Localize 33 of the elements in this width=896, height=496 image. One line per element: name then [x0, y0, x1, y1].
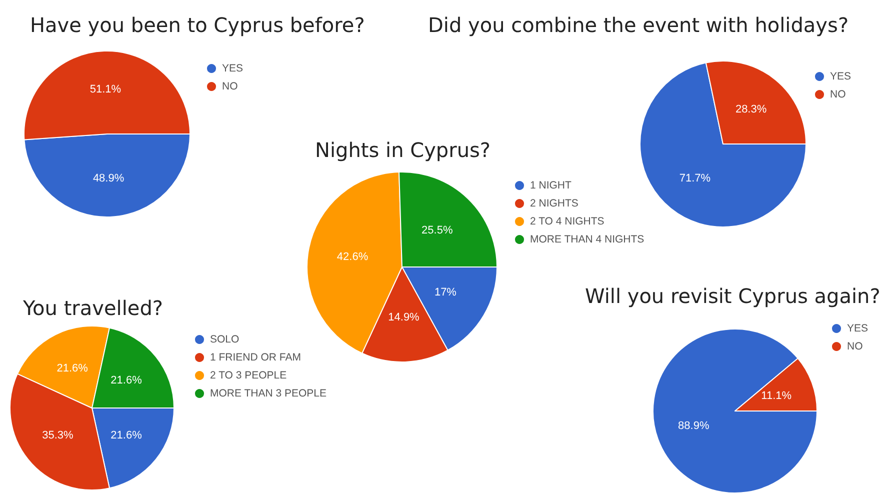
data-label: 35.3%: [42, 430, 74, 442]
data-label: 51.1%: [90, 84, 122, 96]
data-label: 11.1%: [761, 390, 792, 402]
legend-label: 1 FRIEND OR FAM: [210, 352, 302, 364]
chart-title: Did you combine the event with holidays?: [428, 13, 849, 37]
chart-title: Will you revisit Cyprus again?: [585, 284, 880, 308]
data-label: 14.9%: [388, 311, 420, 324]
legend-label: NO: [830, 88, 846, 100]
legend-label: 1 NIGHT: [530, 180, 572, 192]
legend-label: NO: [847, 340, 863, 352]
data-label: 17%: [434, 286, 457, 299]
data-label: 28.3%: [735, 103, 767, 116]
data-label: 21.6%: [110, 374, 142, 386]
legend-label: 2 TO 3 PEOPLE: [210, 370, 287, 382]
data-label: 48.9%: [92, 172, 124, 184]
data-label: 42.6%: [336, 250, 368, 263]
data-label: 25.5%: [422, 224, 453, 237]
legend-label: YES: [847, 322, 868, 334]
chart-title: You travelled?: [22, 296, 164, 320]
legend-label: MORE THAN 4 NIGHTS: [530, 234, 644, 246]
chart-title: Nights in Cyprus?: [315, 138, 491, 162]
data-label: 21.6%: [56, 362, 88, 375]
data-label: 71.7%: [679, 172, 711, 185]
legend-label: 2 TO 4 NIGHTS: [530, 216, 604, 228]
data-label: 21.6%: [110, 430, 142, 442]
legend-label: 2 NIGHTS: [530, 198, 578, 210]
legend-label: MORE THAN 3 PEOPLE: [210, 388, 327, 400]
data-label: 88.9%: [678, 420, 710, 432]
legend-label: NO: [222, 80, 238, 92]
legend-label: YES: [222, 62, 244, 74]
chart-title: Have you been to Cyprus before?: [30, 13, 365, 37]
legend-label: YES: [830, 70, 852, 82]
legend-label: SOLO: [210, 334, 240, 346]
